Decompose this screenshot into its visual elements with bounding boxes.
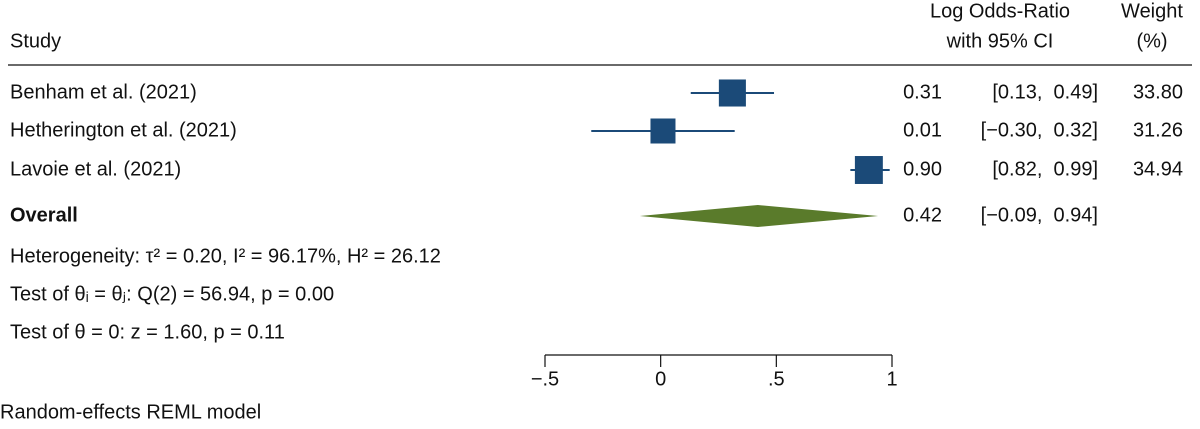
study-header: Study: [10, 30, 61, 52]
estimate-label: 0.31: [903, 81, 942, 103]
ci-label: [−0.09, 0.94]: [981, 204, 1098, 226]
weight-box: [650, 118, 676, 144]
weight-box: [718, 79, 746, 107]
weight-box: [854, 156, 883, 184]
effect-header: Log Odds-Ratio: [930, 0, 1070, 22]
weight-label: 34.94: [1133, 158, 1183, 180]
ci-label: [0.13, 0.49]: [992, 81, 1098, 103]
study-name: Hetherington et al. (2021): [10, 119, 237, 141]
estimate-label: 0.01: [903, 119, 942, 141]
effect-header: with 95% CI: [946, 30, 1054, 52]
weight-label: 31.26: [1133, 119, 1183, 141]
x-tick-label: 0: [655, 368, 666, 390]
overall-name: Overall: [10, 204, 78, 226]
ci-label: [−0.30, 0.32]: [981, 119, 1098, 141]
stat-note: Test of θ = 0: z = 1.60, p = 0.11: [10, 321, 285, 343]
estimate-label: 0.90: [903, 158, 942, 180]
stat-note: Test of θᵢ = θⱼ: Q(2) = 56.94, p = 0.00: [10, 283, 334, 305]
study-name: Lavoie et al. (2021): [10, 158, 181, 180]
x-tick-label: −.5: [531, 368, 559, 390]
overall-diamond: [639, 205, 879, 227]
study-name: Benham et al. (2021): [10, 81, 197, 103]
weight-header: Weight: [1121, 0, 1183, 22]
footer: Random-effects REML model: [0, 401, 261, 423]
weight-header: (%): [1136, 30, 1167, 52]
x-tick-label: .5: [768, 368, 785, 390]
stat-note: Heterogeneity: τ² = 0.20, I² = 96.17%, H…: [10, 245, 441, 267]
ci-label: [0.82, 0.99]: [992, 158, 1098, 180]
x-tick-label: 1: [886, 368, 897, 390]
weight-label: 33.80: [1133, 81, 1183, 103]
estimate-label: 0.42: [903, 204, 942, 226]
